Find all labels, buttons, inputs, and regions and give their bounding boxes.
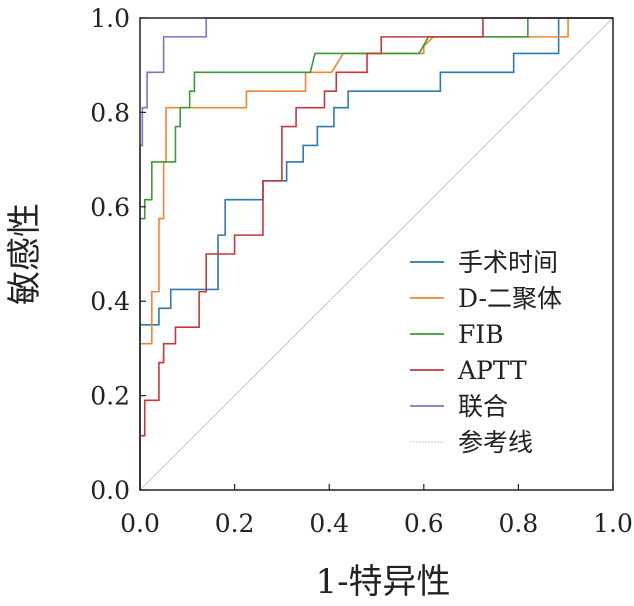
y-axis-ticks: 0.0 0.2 0.4 0.6 0.8 1.0 xyxy=(90,4,146,505)
y-tick-label: 0.2 xyxy=(90,382,130,411)
series-line-0 xyxy=(139,17,613,490)
x-tick-label: 1.0 xyxy=(593,509,633,538)
x-axis-ticks: 0.0 0.2 0.4 0.6 0.8 1.0 xyxy=(120,484,633,538)
x-tick-label: 0.8 xyxy=(499,509,539,538)
series-line-2 xyxy=(139,17,613,490)
legend-label: FIB xyxy=(458,320,504,349)
y-tick-label: 1.0 xyxy=(90,4,130,33)
x-tick-label: 0.4 xyxy=(309,509,349,538)
y-tick-label: 0.8 xyxy=(90,98,130,127)
x-tick-label: 0.0 xyxy=(120,509,160,538)
legend-label: 参考线 xyxy=(458,428,533,457)
y-tick-label: 0.6 xyxy=(90,193,130,222)
y-tick-label: 0.4 xyxy=(90,287,130,316)
x-tick-label: 0.6 xyxy=(404,509,444,538)
plot-frame xyxy=(139,17,614,491)
legend-label: 联合 xyxy=(458,392,508,421)
y-axis-label: 敏感性 xyxy=(5,203,45,305)
legend-label: APTT xyxy=(457,356,527,385)
series-line-4 xyxy=(139,17,613,490)
x-tick-label: 0.2 xyxy=(215,509,255,538)
reference-line xyxy=(139,17,614,491)
plot-lines xyxy=(139,17,614,491)
series-line-3 xyxy=(139,17,613,490)
legend-label: D-二聚体 xyxy=(458,284,562,313)
x-axis-label: 1-特异性 xyxy=(315,562,450,602)
legend-label: 手术时间 xyxy=(458,248,558,277)
y-tick-label: 0.0 xyxy=(90,476,130,505)
